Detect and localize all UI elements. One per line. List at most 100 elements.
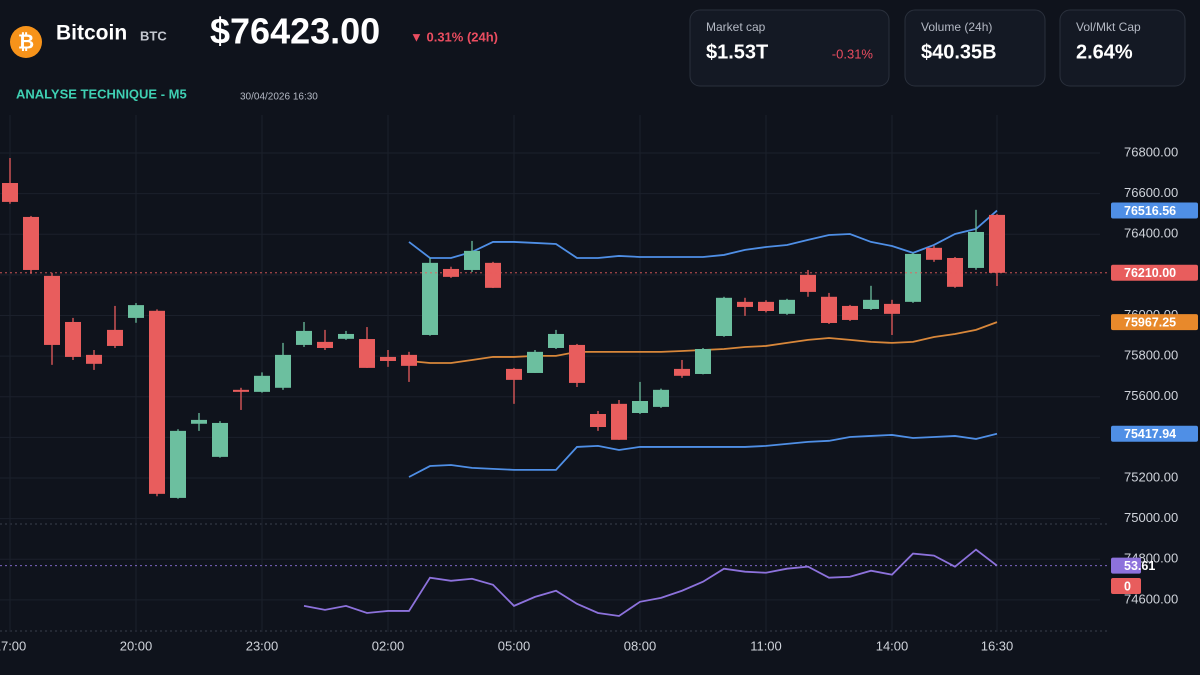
price-tag-label: 76210.00 (1124, 266, 1176, 280)
candle-body (989, 214, 1005, 273)
x-tick-label: 11:00 (750, 638, 782, 653)
candle-body (653, 389, 669, 407)
candle-body (233, 389, 249, 392)
x-tick-label: 23:00 (246, 638, 279, 653)
candle-body (527, 351, 543, 373)
x-tick-label: 20:00 (120, 638, 153, 653)
candle-body (485, 262, 501, 288)
candle-body (947, 257, 963, 287)
y-tick-label: 76600.00 (1124, 185, 1178, 200)
card-change: -0.31% (832, 46, 874, 61)
y-tick-label: 76800.00 (1124, 144, 1178, 159)
candle-body (758, 301, 774, 312)
x-tick-label: 05:00 (498, 638, 531, 653)
candle-body (821, 296, 837, 323)
card-value: $40.35B (921, 41, 997, 63)
logo (10, 26, 42, 58)
candle-body (65, 321, 81, 357)
price: $76423.00 (210, 11, 380, 52)
candle-body (212, 422, 228, 457)
y-tick-label: 76400.00 (1124, 226, 1178, 241)
y-tick-label: 74600.00 (1124, 591, 1178, 606)
subtitle: ANALYSE TECHNIQUE - M5 (16, 86, 187, 101)
candle-body (23, 216, 39, 270)
candle-body (884, 303, 900, 314)
candle-body (464, 250, 480, 270)
candle-body (611, 403, 627, 440)
candle-body (128, 305, 144, 318)
candle-body (191, 419, 207, 424)
candle-body (107, 329, 123, 346)
card (1059, 9, 1186, 87)
y-tick-label: 75200.00 (1124, 469, 1178, 484)
candle-body (968, 231, 984, 268)
logo-glyph: ₿ (18, 31, 34, 53)
card (904, 9, 1046, 87)
candle-body (674, 368, 690, 376)
price-tag (1111, 425, 1198, 442)
plot (0, 115, 1100, 632)
rsi-tag (1111, 557, 1141, 574)
card (689, 9, 890, 87)
y-tick-label: 75000.00 (1124, 510, 1178, 525)
candle-body (695, 348, 711, 374)
band-line (408, 432, 998, 478)
candle-body (401, 354, 417, 366)
candle-body (926, 247, 942, 260)
y-tick-label: 75800.00 (1124, 348, 1178, 363)
candle-body (338, 333, 354, 339)
band-line (408, 209, 998, 259)
y-tick-label: 75600.00 (1124, 388, 1178, 403)
asset-symbol: BTC (140, 28, 167, 43)
candle-body (44, 275, 60, 345)
candle-body (548, 333, 564, 348)
rsi-tag-label: 53.61 (1124, 559, 1155, 573)
x-tick-label: 02:00 (372, 638, 405, 653)
price-tag-label: 75417.94 (1124, 427, 1176, 441)
candle-body (359, 339, 375, 368)
candle-body (506, 368, 522, 380)
card-value: $1.53T (706, 41, 768, 63)
card-label: Volume (24h) (921, 20, 992, 34)
zero-tag (1111, 578, 1141, 594)
candle-body (737, 301, 753, 307)
candle-body (569, 344, 585, 383)
zero-tag-label: 0 (1124, 579, 1131, 593)
x-tick-label: 14:00 (876, 638, 909, 653)
candle-body (422, 262, 438, 335)
price-change: ▼ 0.31% (24h) (410, 29, 498, 44)
price-tag (1111, 202, 1198, 219)
x-tick-label: 08:00 (624, 638, 657, 653)
candle-body (254, 375, 270, 392)
x-tick-label: 17:00 (0, 638, 26, 653)
rsi-line (303, 548, 998, 617)
timestamp: 30/04/2026 16:30 (240, 92, 318, 103)
candle-body (380, 356, 396, 361)
asset-name: Bitcoin (56, 22, 127, 45)
candle-body (86, 354, 102, 364)
candle-body (800, 274, 816, 292)
x-tick-label: 16:30 (981, 638, 1014, 653)
candle-body (632, 401, 648, 413)
price-tag-label: 76516.56 (1124, 204, 1176, 218)
card-value: 2.64% (1076, 41, 1133, 63)
candle-body (905, 253, 921, 302)
price-tag (1111, 314, 1198, 331)
price-tag-label: 75967.25 (1124, 315, 1176, 329)
price-tag (1111, 264, 1198, 281)
candle-body (779, 299, 795, 314)
candle-body (317, 341, 333, 348)
candle-body (842, 305, 858, 320)
card-label: Vol/Mkt Cap (1076, 20, 1141, 34)
candle-body (296, 330, 312, 345)
candle-body (590, 414, 606, 428)
candle-body (275, 354, 291, 388)
candle-body (170, 430, 186, 498)
candle-body (863, 299, 879, 309)
card-label: Market cap (706, 20, 766, 34)
candle-body (149, 310, 165, 494)
candle-body (2, 183, 18, 202)
candle-body (716, 297, 732, 336)
